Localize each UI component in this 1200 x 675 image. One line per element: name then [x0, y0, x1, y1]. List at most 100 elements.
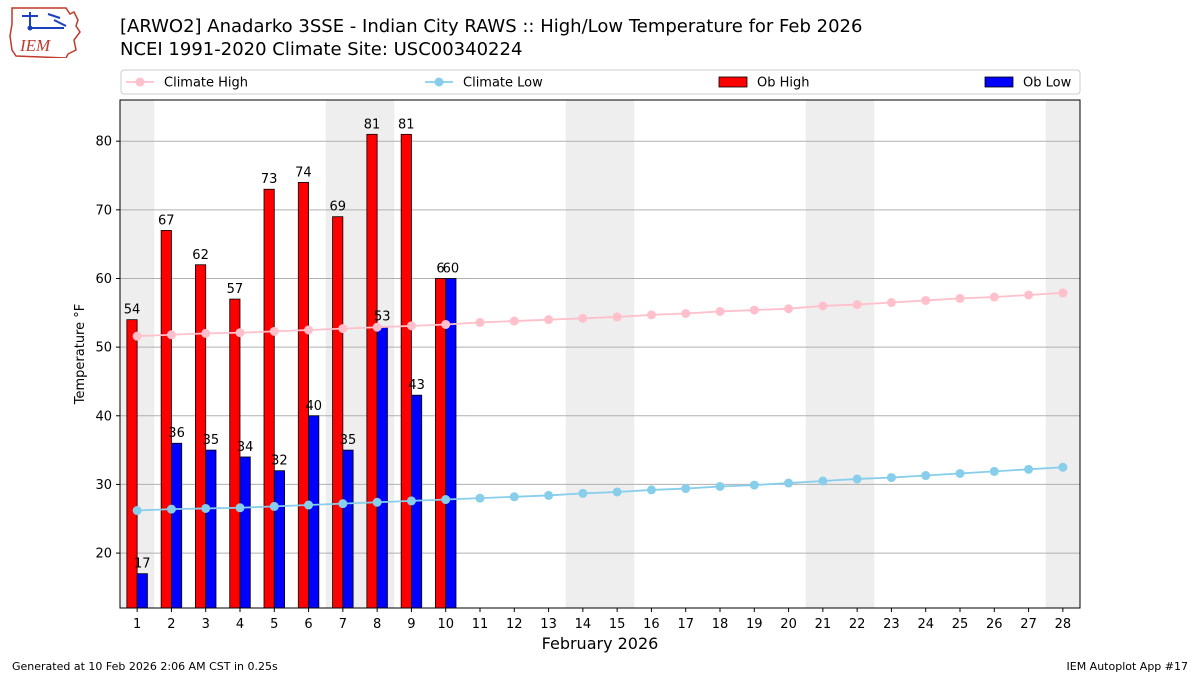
- bar-ob-low: [273, 470, 285, 609]
- climate-low-point: [612, 487, 622, 497]
- legend-climate-high-marker: [135, 77, 145, 87]
- data-label-ob-low: 17: [134, 557, 151, 572]
- data-label-ob-high: 81: [364, 117, 381, 132]
- climate-low-point: [509, 492, 519, 502]
- y-tick-label: 70: [95, 203, 112, 218]
- x-tick-label: 14: [575, 617, 592, 632]
- climate-high-point: [132, 331, 142, 341]
- climate-high-point: [372, 322, 382, 332]
- climate-high-point: [784, 304, 794, 314]
- data-label-ob-high: 73: [261, 172, 278, 187]
- plot-frame: [119, 99, 1081, 609]
- data-label-ob-low: 34: [237, 440, 254, 455]
- data-label-ob-low: 60: [443, 261, 460, 276]
- legend-ob-low-swatch: [984, 76, 1014, 88]
- climate-low-point: [989, 466, 999, 476]
- logo-text: IEM: [19, 36, 51, 55]
- x-tick-label: 8: [373, 617, 381, 632]
- climate-low-point: [749, 480, 759, 490]
- bar-ob-high: [332, 216, 344, 609]
- data-label-ob-low: 36: [168, 426, 185, 441]
- x-tick-label: 15: [609, 617, 626, 632]
- climate-low-point: [681, 484, 691, 494]
- climate-low-point: [784, 478, 794, 488]
- climate-high-point: [681, 308, 691, 318]
- x-tick-label: 27: [1020, 617, 1037, 632]
- climate-high-point: [818, 301, 828, 311]
- x-axis-label: February 2026: [542, 634, 659, 653]
- climate-high-point: [646, 310, 656, 320]
- x-tick-label: 10: [437, 617, 454, 632]
- climate-low-point: [1024, 464, 1034, 474]
- bar-ob-low: [308, 415, 320, 609]
- data-label-ob-high: 81: [398, 117, 415, 132]
- x-tick-label: 24: [917, 617, 934, 632]
- y-tick-label: 20: [95, 547, 112, 562]
- weekend-band: [1045, 100, 1080, 608]
- y-axis-label: Temperature °F: [73, 304, 88, 405]
- climate-low-point: [441, 495, 451, 505]
- data-label-ob-low: 35: [340, 433, 357, 448]
- data-label-ob-high: 62: [192, 248, 209, 263]
- climate-low-point: [544, 490, 554, 500]
- x-tick-label: 28: [1055, 617, 1072, 632]
- climate-high-point: [544, 315, 554, 325]
- climate-low-point: [886, 473, 896, 483]
- climate-high-point: [304, 325, 314, 335]
- y-tick-label: 60: [95, 272, 112, 287]
- climate-low-point: [132, 506, 142, 516]
- legend-ob-high-label: Ob High: [757, 76, 810, 91]
- climate-high-point: [166, 330, 176, 340]
- climate-low-point: [646, 485, 656, 495]
- climate-low-point: [818, 476, 828, 486]
- footer-generated: Generated at 10 Feb 2026 2:06 AM CST in …: [12, 660, 278, 673]
- bar-ob-low: [239, 456, 251, 609]
- y-tick-label: 50: [95, 341, 112, 356]
- data-label-ob-low: 40: [305, 399, 322, 414]
- x-tick-label: 13: [540, 617, 557, 632]
- legend-box: [120, 69, 1081, 95]
- climate-high-point: [989, 292, 999, 302]
- climate-low-point: [852, 474, 862, 484]
- y-tick-label: 40: [95, 409, 112, 424]
- climate-low-point: [715, 481, 725, 491]
- chart-title: [ARWO2] Anadarko 3SSE - Indian City RAWS…: [120, 16, 863, 37]
- y-tick-label: 30: [95, 478, 112, 493]
- footer-app: IEM Autoplot App #17: [1066, 660, 1189, 673]
- bar-ob-high: [263, 188, 275, 609]
- bar-ob-high: [400, 133, 412, 609]
- climate-high-point: [886, 298, 896, 308]
- climate-high-point: [509, 316, 519, 326]
- legend-ob-low-label: Ob Low: [1023, 76, 1072, 91]
- x-tick-label: 6: [304, 617, 312, 632]
- climate-low-point: [235, 503, 245, 513]
- x-tick-label: 21: [815, 617, 832, 632]
- climate-high-point: [406, 321, 416, 331]
- weekend-band: [805, 100, 875, 608]
- climate-high-point: [749, 305, 759, 315]
- climate-low-point: [201, 503, 211, 513]
- x-tick-label: 3: [202, 617, 210, 632]
- bar-ob-low: [205, 449, 217, 609]
- climate-high-point: [578, 313, 588, 323]
- legend-climate-high-label: Climate High: [164, 76, 248, 91]
- data-label-ob-high: 67: [158, 213, 175, 228]
- data-label-ob-high: 6: [436, 261, 444, 276]
- climate-high-point: [921, 295, 931, 305]
- climate-high-line: [137, 292, 1063, 338]
- climate-high-point: [852, 300, 862, 310]
- climate-high-point: [715, 306, 725, 316]
- x-tick-label: 11: [472, 617, 489, 632]
- climate-low-point: [921, 471, 931, 481]
- x-tick-label: 25: [952, 617, 969, 632]
- x-tick-label: 18: [712, 617, 729, 632]
- x-tick-label: 17: [677, 617, 694, 632]
- bar-ob-low: [136, 573, 148, 609]
- climate-low-point: [338, 499, 348, 509]
- x-tick-label: 7: [339, 617, 347, 632]
- climate-low-point: [475, 493, 485, 503]
- x-tick-label: 9: [407, 617, 415, 632]
- chart-subtitle: NCEI 1991-2020 Climate Site: USC00340224: [120, 39, 523, 60]
- bar-ob-low: [342, 449, 354, 609]
